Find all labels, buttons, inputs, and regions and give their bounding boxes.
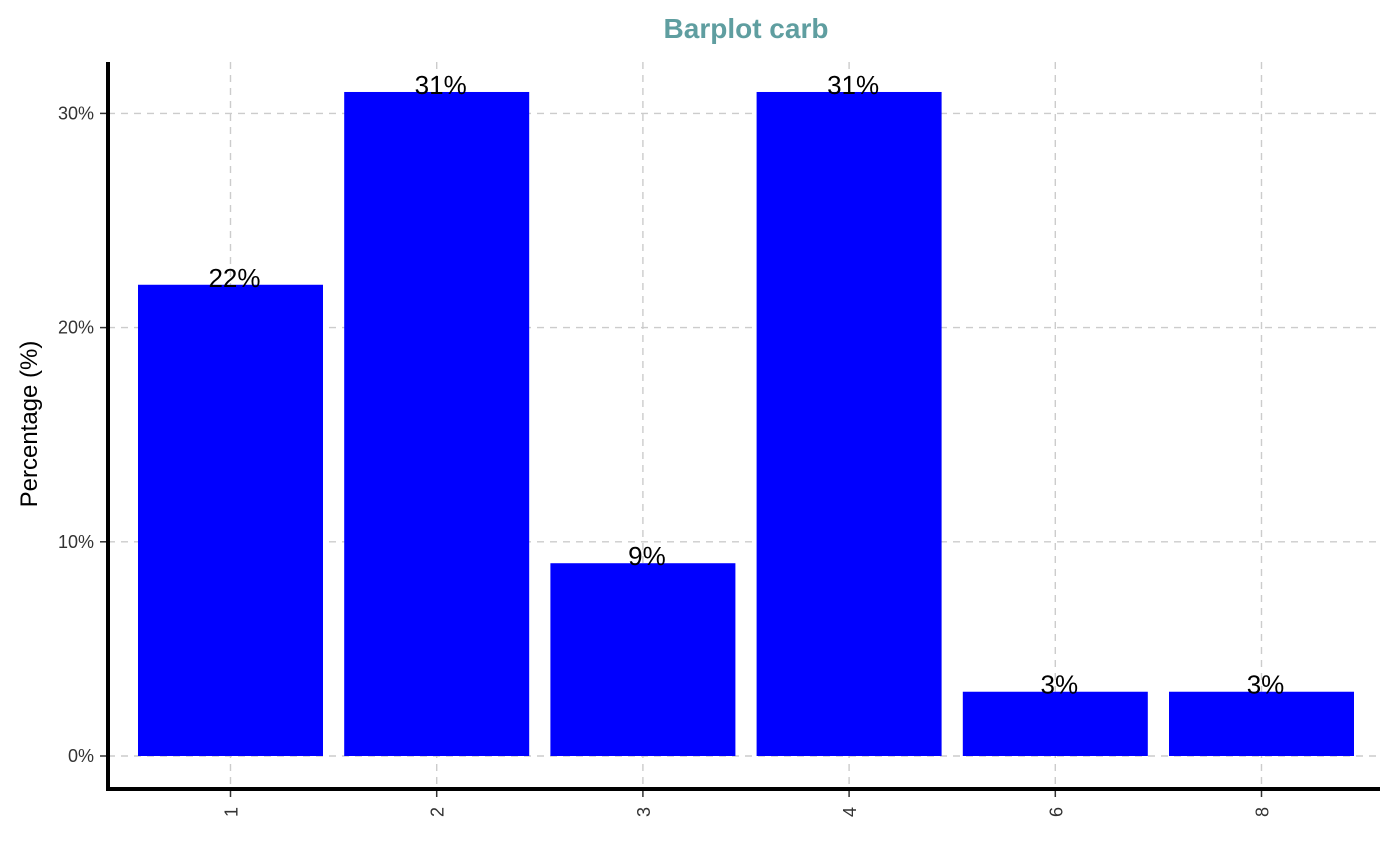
- data-label: 22%: [208, 263, 260, 293]
- data-label: 3%: [1041, 670, 1079, 700]
- x-tick-label: 6: [1046, 807, 1066, 817]
- data-label: 31%: [415, 70, 467, 100]
- y-axis-ticks: 0% 10% 20% 30%: [58, 103, 108, 766]
- x-tick-label: 8: [1253, 807, 1273, 817]
- x-tick-label: 1: [222, 807, 242, 817]
- x-tick-label: 3: [634, 807, 654, 817]
- bar: [550, 563, 736, 756]
- data-labels: 22% 31% 9% 31% 3% 3%: [208, 70, 1284, 700]
- bar: [756, 91, 942, 757]
- x-tick-label: 4: [840, 807, 860, 817]
- bar: [344, 91, 530, 757]
- chart-title: Barplot carb: [664, 13, 829, 44]
- bar: [138, 284, 323, 756]
- y-axis-label: Percentage (%): [16, 341, 43, 508]
- bar: [1169, 691, 1354, 756]
- data-label: 9%: [628, 541, 666, 571]
- y-tick-label: 10%: [58, 532, 94, 552]
- data-label: 31%: [827, 70, 879, 100]
- y-tick-label: 20%: [58, 318, 94, 338]
- y-tick-label: 0%: [68, 746, 94, 766]
- x-axis-ticks: 1 2 3 4 6 8: [222, 789, 1273, 817]
- x-tick-label: 2: [428, 807, 448, 817]
- bars: [138, 91, 1354, 757]
- y-tick-label: 30%: [58, 103, 94, 123]
- bar: [962, 691, 1148, 756]
- data-label: 3%: [1247, 670, 1285, 700]
